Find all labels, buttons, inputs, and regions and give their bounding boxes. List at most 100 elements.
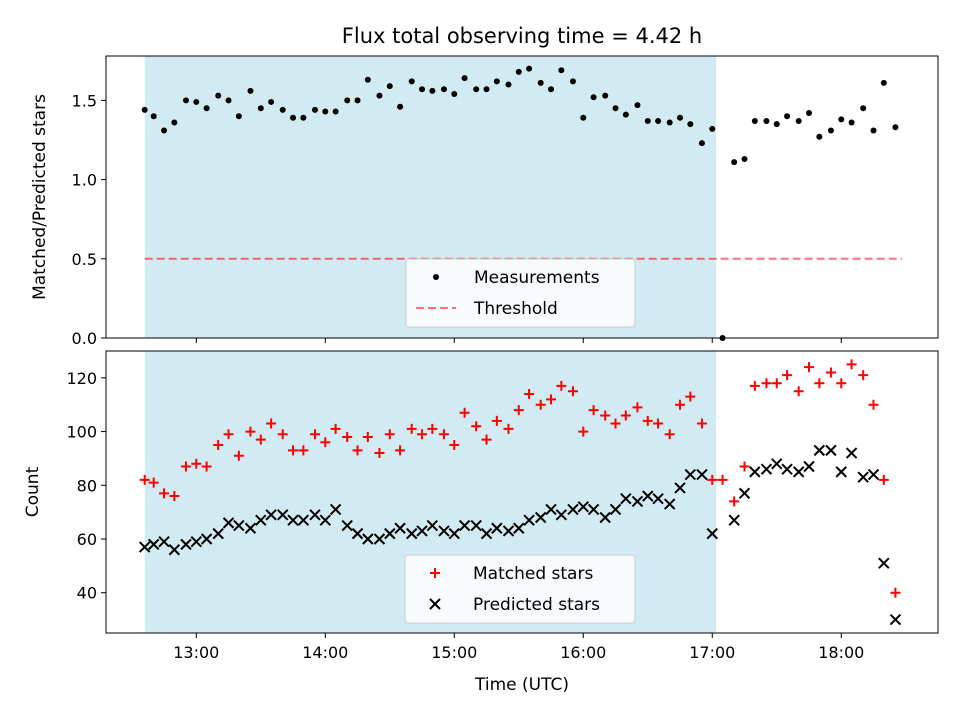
predicted-star-point	[502, 525, 515, 537]
bottom-panel: 40 60 80 100 120 13:00 14:00 15:00 16:00 17:00 18:…	[23, 350, 939, 695]
predicted-star-point	[845, 447, 858, 459]
matched-star-point	[836, 378, 847, 389]
matched-star-point	[664, 429, 675, 440]
predicted-star-point	[728, 514, 740, 526]
measurement-point	[687, 121, 694, 128]
y-tick-label: 1.5	[72, 91, 97, 110]
predicted-star-point	[190, 535, 202, 548]
measurement-point	[141, 106, 148, 113]
measurement-point	[408, 78, 415, 85]
predicted-star-point	[792, 466, 805, 478]
matched-star-point	[503, 423, 514, 434]
predicted-star-point	[362, 533, 374, 545]
measurement-point	[279, 106, 286, 113]
top-panel: 0.0 0.5 1.0 1.5 Matched/Predicted stars Measu…	[30, 55, 939, 348]
matched-star-point	[342, 431, 353, 442]
measurement-point	[644, 117, 651, 124]
matched-star-point	[761, 378, 772, 389]
matched-star-point	[374, 448, 385, 459]
matched-star-point	[330, 423, 341, 434]
measurement-point	[203, 105, 210, 112]
measurement-point	[257, 105, 264, 112]
measurement-point	[193, 98, 200, 105]
x-tick-label: 17:00	[689, 643, 735, 662]
axes-frame	[105, 350, 939, 634]
matched-star-point	[696, 418, 707, 429]
predicted-star-point	[212, 527, 224, 540]
measurement-point	[816, 133, 823, 140]
measurement-point	[677, 114, 684, 121]
predicted-star-point	[813, 444, 826, 457]
predicted-star-point	[394, 522, 406, 534]
matched-star-point	[825, 367, 836, 378]
measurement-point	[493, 78, 500, 85]
legend: Measurements Threshold	[405, 258, 636, 328]
matched-star-point	[749, 380, 760, 391]
predicted-star-point	[749, 466, 761, 478]
measurement-point	[354, 97, 361, 104]
matched-star-point	[406, 423, 417, 434]
predicted-star-point	[684, 468, 697, 481]
measurement-point	[150, 113, 157, 120]
measurement-point	[622, 111, 629, 118]
measurement-point	[311, 106, 318, 113]
matched-star-point	[471, 421, 482, 432]
y-tick-label: 60	[77, 530, 97, 549]
measurement-point	[247, 87, 254, 94]
y-tick-label: 40	[77, 584, 97, 603]
measurement-point	[763, 117, 770, 124]
measurement-point	[473, 86, 480, 93]
matched-star-point	[739, 461, 750, 472]
predicted-star-point	[555, 509, 568, 521]
x-tick-label: 16:00	[560, 643, 606, 662]
predicted-star-point	[523, 514, 535, 526]
measurement-point	[602, 92, 609, 99]
matched-star-point	[148, 477, 159, 488]
measurement-point	[235, 113, 242, 120]
y-axis-label: Count	[23, 466, 43, 517]
legend: Matched stars Predicted stars	[404, 554, 636, 624]
measurement-point	[666, 119, 673, 126]
measurement-point	[880, 79, 887, 86]
measurement-point	[451, 91, 458, 98]
measurement-point	[698, 140, 705, 147]
measurement-point	[515, 68, 522, 75]
y-tick-label: 120	[66, 369, 97, 388]
matched-star-point	[255, 434, 266, 445]
x-tick-label: 14:00	[302, 643, 348, 662]
measurement-point	[784, 113, 791, 120]
matched-star-point	[245, 426, 256, 437]
matched-star-point	[878, 474, 889, 485]
matched-star-point	[685, 391, 696, 402]
series-measurements	[141, 65, 899, 341]
predicted-star-point	[255, 514, 267, 526]
series-matched-stars	[139, 359, 901, 598]
predicted-star-point	[222, 517, 235, 529]
measurement-point	[751, 117, 758, 124]
measurement-point	[580, 114, 587, 121]
matched-star-point	[213, 440, 224, 450]
matched-star-point	[556, 380, 567, 391]
measurement-point	[838, 116, 845, 123]
measurement-point	[376, 92, 383, 99]
chart-title: Flux total observing time = 4.42 h	[342, 24, 702, 48]
measurement-point	[440, 86, 447, 93]
measurement-point	[461, 75, 468, 82]
measurement-point	[300, 114, 307, 121]
matched-star-point	[653, 418, 664, 429]
matched-star-point	[288, 445, 299, 456]
measurement-point	[612, 105, 619, 112]
predicted-star-point	[587, 503, 600, 516]
predicted-star-point	[696, 468, 708, 481]
legend-box	[405, 258, 636, 328]
matched-star-point	[180, 461, 191, 472]
matched-star-point	[642, 415, 653, 426]
matched-star-point	[535, 399, 546, 410]
predicted-star-point	[857, 471, 869, 483]
matched-star-point	[298, 445, 309, 456]
measurement-point	[161, 127, 168, 134]
matched-star-point	[771, 378, 782, 389]
predicted-star-point	[803, 460, 815, 473]
predicted-star-point	[200, 533, 213, 545]
